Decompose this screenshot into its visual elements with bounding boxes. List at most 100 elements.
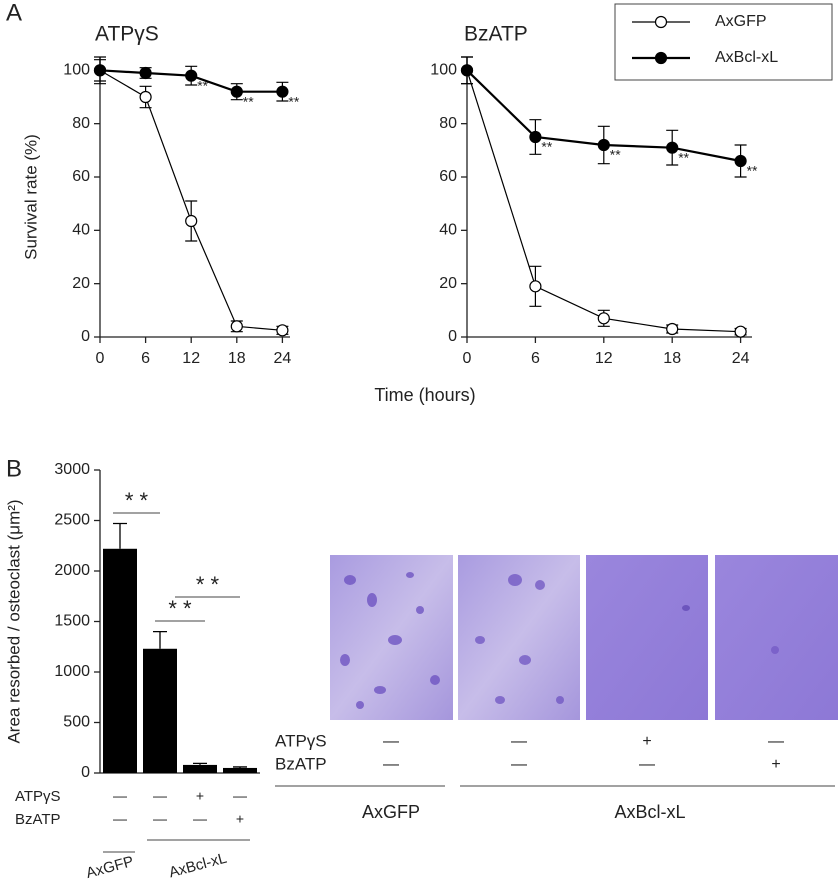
- marker: [185, 214, 198, 228]
- marker: [139, 90, 152, 104]
- y-tick-label: 1000: [54, 663, 90, 680]
- marker: [529, 130, 542, 144]
- marker: [666, 141, 679, 154]
- x-axis-label: Time (hours): [374, 385, 475, 405]
- micrograph: [715, 555, 838, 720]
- significance: * *: [168, 596, 192, 621]
- significance: **: [197, 77, 208, 93]
- treatment-cell: +: [771, 756, 780, 773]
- marker: [276, 324, 289, 337]
- group-label: AxGFP: [362, 802, 420, 822]
- x-tick-label: 18: [228, 350, 246, 367]
- y-tick-label: 2000: [54, 562, 90, 579]
- significance: **: [610, 147, 621, 163]
- x-tick-label: 6: [141, 350, 150, 367]
- treatment-cell: —: [768, 733, 784, 750]
- x-tick-label: 18: [663, 350, 681, 367]
- y-tick-label: 0: [448, 328, 457, 345]
- treatment-cell: —: [511, 733, 527, 750]
- y-tick-label: 40: [72, 222, 90, 239]
- chart-title: ATPγS: [95, 23, 159, 46]
- y-tick-label: 60: [72, 168, 90, 185]
- treatment-cell: —: [639, 756, 655, 773]
- marker: [230, 320, 243, 333]
- marker: [460, 64, 474, 77]
- y-tick-label: 100: [63, 62, 90, 79]
- y-tick-label: 0: [81, 328, 90, 345]
- legend-marker: [654, 51, 668, 65]
- marker: [230, 85, 243, 98]
- marker: [734, 325, 747, 338]
- treatment-label: BzATP: [15, 811, 61, 828]
- treatment-cell: +: [642, 733, 651, 750]
- legend-label: AxGFP: [715, 13, 767, 30]
- significance: **: [243, 93, 254, 109]
- marker: [93, 64, 107, 77]
- treatment-cell: +: [236, 811, 244, 827]
- y-tick-label: 100: [430, 62, 457, 79]
- y-axis-label: Area resorbed / osteoclast (μm²): [4, 499, 23, 743]
- group-label: AxBcl-xL: [167, 850, 229, 882]
- y-tick-label: 80: [72, 115, 90, 132]
- y-axis-label: Survival rate (%): [21, 134, 40, 260]
- bar: [223, 767, 257, 773]
- treatment-cell: —: [511, 756, 527, 773]
- marker: [666, 322, 679, 336]
- treatment-cell: —: [113, 788, 127, 804]
- series-line: [99, 69, 283, 331]
- significance: **: [678, 149, 689, 165]
- y-tick-label: 3000: [54, 461, 90, 478]
- legend-marker: [654, 15, 668, 29]
- error-bar: [153, 630, 167, 649]
- error-bar: [233, 766, 247, 768]
- x-tick-label: 24: [274, 350, 292, 367]
- group-label: AxGFP: [84, 853, 135, 882]
- marker: [597, 138, 610, 152]
- error-bar: [113, 522, 127, 549]
- group-label: AxBcl-xL: [614, 802, 685, 822]
- significance: * *: [196, 572, 220, 597]
- treatment-label: ATPγS: [275, 731, 327, 750]
- treatment-cell: —: [113, 811, 127, 827]
- y-tick-label: 60: [439, 168, 457, 185]
- chart-title: BzATP: [464, 23, 528, 46]
- treatment-cell: —: [383, 733, 399, 750]
- micrograph-images: [330, 555, 838, 720]
- y-tick-label: 20: [72, 275, 90, 292]
- y-tick-label: 1500: [54, 613, 90, 630]
- significance: **: [541, 139, 552, 155]
- panel-label: B: [6, 455, 22, 482]
- x-tick-label: 0: [463, 350, 472, 367]
- y-tick-label: 0: [81, 764, 90, 781]
- legend-label: AxBcl-xL: [715, 49, 778, 66]
- significance: * *: [125, 488, 149, 513]
- significance: **: [288, 93, 299, 109]
- x-tick-label: 12: [182, 350, 200, 367]
- bar: [183, 764, 217, 773]
- treatment-cell: —: [153, 788, 167, 804]
- y-tick-label: 20: [439, 275, 457, 292]
- error-bar: [193, 762, 207, 765]
- treatment-label: BzATP: [275, 754, 327, 773]
- legend-box: [614, 3, 833, 81]
- x-tick-label: 12: [595, 350, 613, 367]
- marker: [139, 66, 152, 80]
- treatment-cell: —: [193, 811, 207, 827]
- bar: [143, 648, 177, 773]
- significance: **: [747, 163, 758, 179]
- treatment-cell: —: [383, 756, 399, 773]
- x-tick-label: 24: [732, 350, 750, 367]
- marker: [597, 312, 610, 325]
- y-tick-label: 500: [63, 714, 90, 731]
- marker: [276, 85, 289, 98]
- micrograph: [586, 555, 708, 720]
- treatment-cell: —: [153, 811, 167, 827]
- marker: [185, 69, 198, 82]
- y-tick-label: 80: [439, 115, 457, 132]
- bar: [103, 548, 137, 773]
- treatment-cell: —: [233, 788, 247, 804]
- treatment-label: ATPγS: [15, 788, 61, 805]
- treatment-cell: +: [196, 788, 204, 804]
- x-tick-label: 6: [531, 350, 540, 367]
